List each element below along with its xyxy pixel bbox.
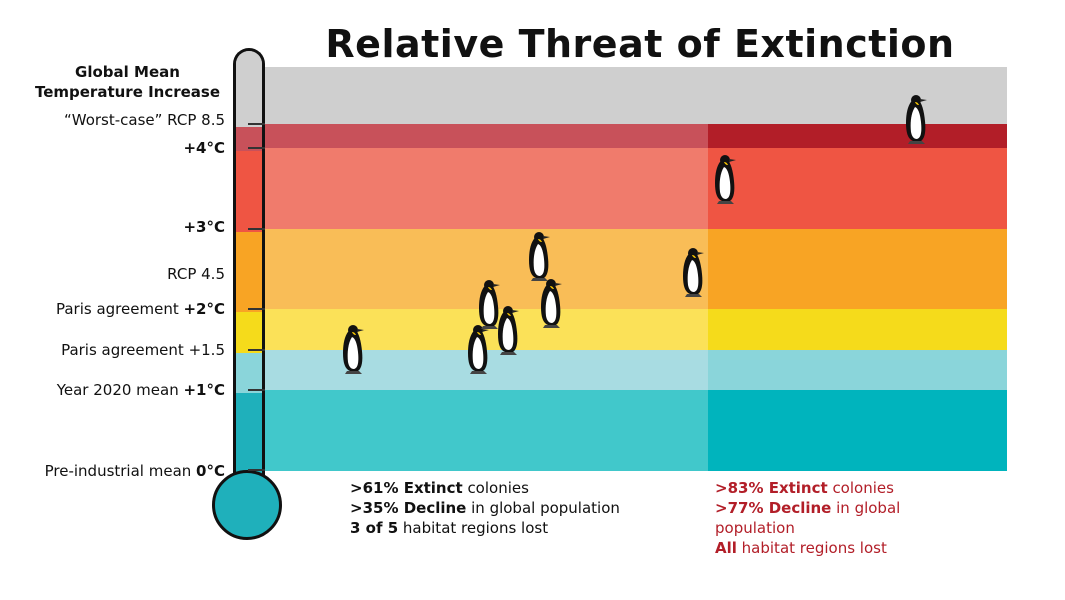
label-paris-15: Paris agreement +1.5 [61, 341, 225, 359]
stats-right-line2: >77% Decline in global population [715, 499, 901, 537]
stats-left-line1: >61% Extinct colonies [350, 479, 529, 497]
stats-right: >83% Extinct colonies >77% Decline in gl… [715, 478, 945, 558]
band-orange [265, 229, 1007, 309]
label-rcp85: “Worst-case” RCP 8.5 [63, 111, 225, 129]
thermo-seg-lightblue [236, 353, 262, 393]
emperor-penguin-icon [683, 248, 704, 297]
band-rcp85-left [265, 124, 708, 148]
band-gray [265, 67, 1007, 124]
tick-2c [248, 308, 265, 310]
tick-0c [248, 469, 265, 471]
label-4c: +4°C [183, 139, 225, 157]
band-rcp85-right [708, 124, 1007, 148]
chart-title: Relative Threat of Extinction [325, 22, 955, 66]
thermometer-icon [233, 48, 265, 498]
stats-left-line2: >35% Decline in global population [350, 499, 620, 517]
band-rcp85 [265, 124, 1007, 148]
thermo-seg-orange [236, 232, 262, 312]
band-teal-left [265, 390, 708, 471]
thermo-seg-yellow [236, 312, 262, 353]
axis-heading-line2: Temperature Increase [34, 83, 221, 101]
stats-right-line3: All habitat regions lost [715, 539, 887, 557]
label-0c: Pre-industrial mean 0°C [44, 462, 225, 480]
band-lightblue-right [708, 350, 1007, 390]
tick-15 [248, 349, 265, 351]
band-red-left [265, 148, 708, 229]
axis-heading-line1: Global Mean [75, 63, 180, 81]
emperor-penguin-icon [715, 155, 736, 204]
band-gray-full [265, 67, 1007, 124]
emperor-penguin-icon [468, 325, 489, 374]
stats-left: >61% Extinct colonies >35% Decline in gl… [350, 478, 620, 538]
threat-bands [265, 67, 1007, 471]
emperor-penguin-icon [541, 279, 562, 328]
label-rcp45: RCP 4.5 [167, 265, 225, 283]
band-yellow-right [708, 309, 1007, 350]
thermometer-bulb [212, 470, 282, 540]
band-red-right [708, 148, 1007, 229]
tick-4c [248, 147, 265, 149]
thermo-seg-red [236, 151, 262, 232]
tick-1c [248, 389, 265, 391]
band-teal-right [708, 390, 1007, 471]
tick-3c [248, 228, 265, 230]
stats-left-line3: 3 of 5 habitat regions lost [350, 519, 549, 537]
emperor-penguin-icon [479, 280, 500, 329]
band-teal [265, 390, 1007, 471]
stats-right-line1: >83% Extinct colonies [715, 479, 894, 497]
band-yellow [265, 309, 1007, 350]
band-orange-right [708, 229, 1007, 309]
label-3c: +3°C [183, 218, 225, 236]
thermo-seg-gray [236, 51, 262, 127]
emperor-penguin-icon [906, 95, 927, 144]
tick-rcp85 [248, 123, 265, 125]
band-red [265, 148, 1007, 229]
emperor-penguin-icon [343, 325, 364, 374]
emperor-penguin-icon [529, 232, 550, 281]
label-2020-1c: Year 2020 mean +1°C [56, 381, 225, 399]
label-paris-2c: Paris agreement +2°C [55, 300, 225, 318]
band-lightblue [265, 350, 1007, 390]
